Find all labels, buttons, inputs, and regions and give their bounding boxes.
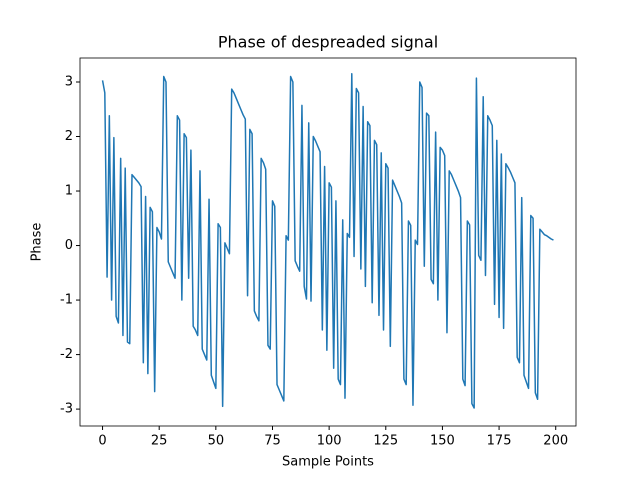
y-tick-label: -1	[60, 293, 73, 308]
x-axis-label: Sample Points	[282, 455, 374, 470]
y-tick-label: 2	[65, 129, 73, 144]
x-tick-label: 0	[98, 434, 106, 449]
y-tick-label: 0	[65, 238, 73, 253]
x-tick-label: 175	[487, 434, 512, 449]
y-axis-label: Phase	[30, 223, 45, 262]
x-tick-label: 100	[317, 434, 342, 449]
x-tick-label: 150	[430, 434, 455, 449]
y-tick-label: 3	[65, 74, 73, 89]
x-tick-label: 50	[208, 434, 225, 449]
plot-frame	[79, 57, 577, 427]
x-tick-label: 75	[264, 434, 281, 449]
y-tick-label: -3	[60, 402, 73, 417]
y-tick-label: 1	[65, 184, 73, 199]
x-tick-label: 25	[151, 434, 168, 449]
x-tick-label: 125	[373, 434, 398, 449]
data-line	[101, 73, 554, 409]
y-tick-label: -2	[60, 347, 73, 362]
x-tick-label: 200	[543, 434, 568, 449]
chart-title: Phase of despreaded signal	[218, 33, 438, 52]
